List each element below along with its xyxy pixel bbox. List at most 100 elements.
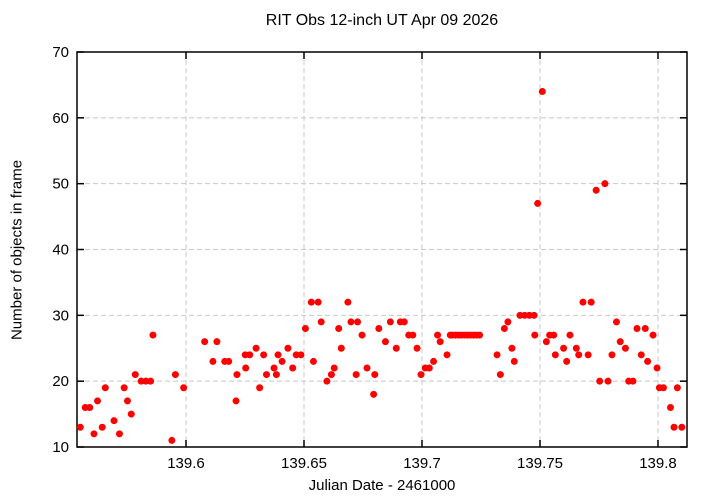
data-point — [575, 351, 583, 359]
data-point — [246, 351, 254, 359]
data-point — [327, 371, 335, 379]
data-point — [232, 397, 240, 405]
data-point — [272, 371, 280, 379]
data-point — [301, 325, 309, 332]
data-point — [653, 364, 661, 372]
data-point — [284, 344, 292, 352]
data-point — [601, 180, 609, 188]
data-point — [86, 404, 94, 411]
x-tick-label: 139.65 — [281, 455, 327, 472]
data-point — [323, 377, 331, 385]
x-tick-label: 139.7 — [403, 455, 441, 472]
data-point — [225, 357, 233, 365]
data-point — [233, 371, 241, 379]
data-point — [252, 344, 260, 352]
data-point — [430, 357, 438, 365]
data-point — [560, 344, 568, 352]
data-point — [641, 325, 649, 332]
data-point — [94, 397, 102, 405]
data-point — [147, 377, 155, 385]
data-point — [344, 298, 352, 306]
data-point — [400, 318, 408, 326]
data-point — [538, 88, 546, 95]
data-point — [171, 371, 179, 379]
data-point — [542, 338, 550, 346]
x-tick-label: 139.8 — [639, 455, 677, 472]
data-point — [90, 430, 98, 438]
x-tick-label: 139.75 — [517, 455, 563, 472]
data-point — [98, 423, 106, 431]
data-point — [375, 325, 383, 332]
data-point — [392, 344, 400, 352]
data-point — [201, 338, 209, 346]
y-tick-label: 70 — [52, 44, 69, 61]
data-point — [604, 377, 612, 385]
data-point — [493, 351, 501, 359]
data-point — [434, 331, 442, 339]
y-tick-label: 30 — [52, 307, 69, 324]
data-point — [289, 364, 297, 372]
data-point — [500, 325, 508, 332]
data-point — [370, 390, 378, 398]
data-point — [363, 364, 371, 372]
data-point — [278, 357, 286, 365]
data-point — [508, 344, 516, 352]
data-point — [608, 351, 616, 359]
data-point — [670, 423, 678, 431]
y-tick-label: 60 — [52, 110, 69, 127]
data-point — [530, 311, 538, 319]
x-tick-label: 139.6 — [167, 455, 205, 472]
data-point — [572, 344, 580, 352]
data-point — [381, 338, 389, 346]
data-point — [123, 397, 131, 405]
data-point — [242, 364, 250, 372]
data-point — [352, 371, 360, 379]
y-tick-label: 20 — [52, 373, 69, 390]
data-point — [262, 371, 270, 379]
data-point — [551, 351, 559, 359]
data-point — [550, 331, 558, 339]
data-point — [596, 377, 604, 385]
data-point — [629, 377, 637, 385]
data-point — [314, 298, 322, 306]
data-point — [504, 318, 512, 326]
data-point — [337, 344, 345, 352]
data-point — [115, 430, 123, 438]
data-point — [168, 436, 176, 444]
data-point — [531, 331, 539, 339]
data-point — [149, 331, 157, 339]
data-point — [612, 318, 620, 326]
data-point — [101, 384, 109, 392]
data-point — [110, 417, 118, 425]
data-point — [534, 199, 542, 207]
data-point — [584, 351, 592, 359]
data-point — [633, 325, 641, 332]
data-point — [678, 423, 686, 431]
data-point — [330, 364, 338, 372]
data-point — [274, 351, 282, 359]
data-point — [592, 186, 600, 194]
data-point — [413, 344, 421, 352]
data-point — [358, 331, 366, 339]
data-point — [673, 384, 681, 392]
y-tick-label: 40 — [52, 242, 69, 259]
data-point — [621, 344, 629, 352]
data-point — [256, 384, 264, 392]
data-point — [260, 351, 268, 359]
data-point — [317, 318, 325, 326]
data-point — [127, 410, 135, 418]
data-point — [335, 325, 343, 332]
data-point — [307, 298, 315, 306]
data-point — [579, 298, 587, 306]
data-point — [386, 318, 394, 326]
data-point — [120, 384, 128, 392]
data-point — [476, 331, 484, 339]
data-point — [563, 357, 571, 365]
data-point — [309, 357, 317, 365]
data-point — [354, 318, 362, 326]
data-point — [425, 364, 433, 372]
data-point — [417, 371, 425, 379]
chart-title: RIT Obs 12-inch UT Apr 09 2026 — [265, 12, 499, 29]
